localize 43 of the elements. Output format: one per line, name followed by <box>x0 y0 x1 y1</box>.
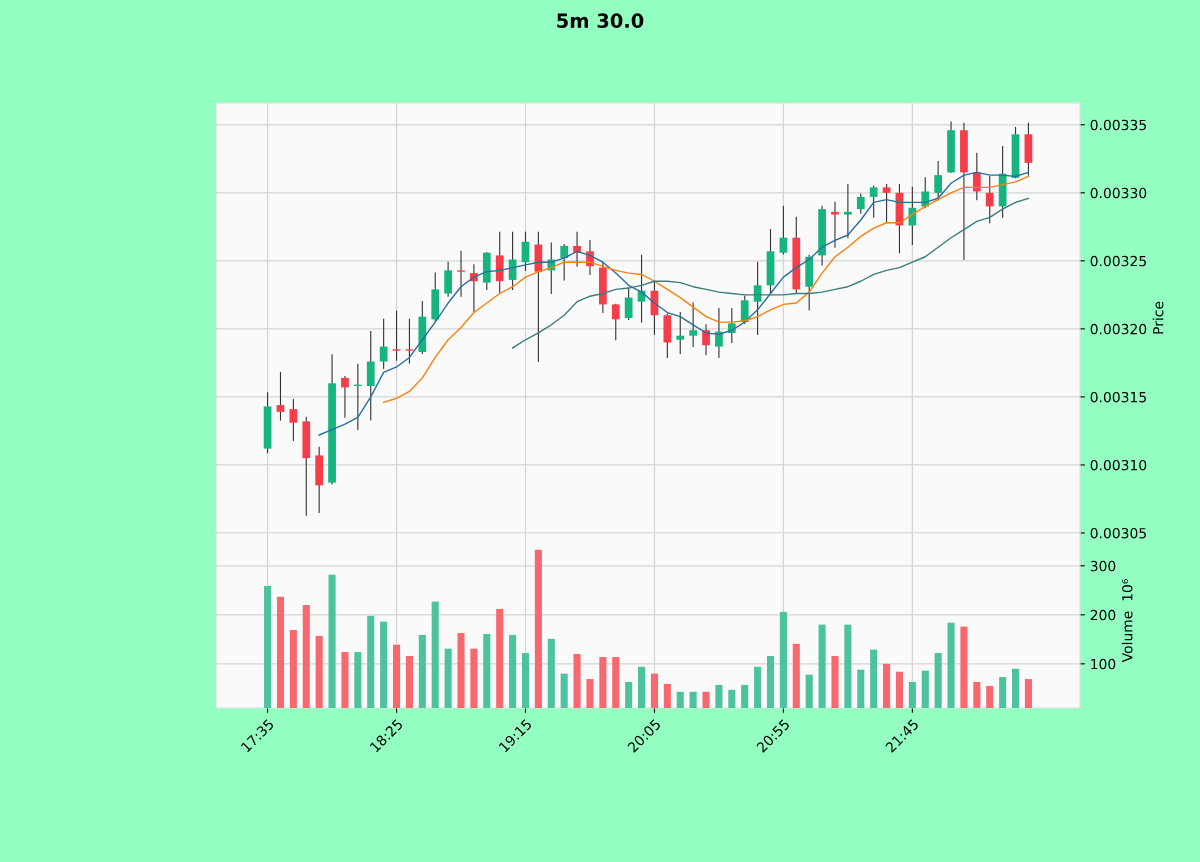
candlestick <box>379 318 388 369</box>
candlestick <box>715 307 723 359</box>
y-tick-label: 300 <box>1090 560 1116 572</box>
chart-title: 5m 30.0 <box>557 13 644 28</box>
candlestick <box>844 184 852 239</box>
candlestick <box>831 201 839 248</box>
candlestick <box>611 303 620 341</box>
candlestick <box>457 250 465 297</box>
candlestick <box>392 310 401 361</box>
y-axis-title: Price <box>1152 301 1164 334</box>
y-tick-label: 0.00315 <box>1090 391 1146 403</box>
candlestick <box>985 175 994 224</box>
candlestick <box>779 205 788 255</box>
candlestick <box>676 311 685 354</box>
candlestick <box>689 302 697 348</box>
candlestick <box>702 324 710 356</box>
candlestick <box>624 287 633 320</box>
candlestick <box>972 152 981 201</box>
candlestick <box>869 185 878 218</box>
candlestick <box>740 295 749 324</box>
y-tick-label: 200 <box>1090 609 1116 621</box>
candlestick <box>882 184 891 224</box>
y-tick-label: 0.00310 <box>1090 459 1147 471</box>
y-tick-label: 0.00325 <box>1090 255 1146 267</box>
y-tick-label: 0.00335 <box>1090 119 1146 131</box>
candlestick <box>727 307 736 344</box>
candlestick <box>341 375 349 418</box>
y-tick-label: 0.00305 <box>1090 527 1146 539</box>
y-tick-label: 100 <box>1091 658 1116 670</box>
line-series <box>511 197 1030 349</box>
candlestick <box>289 399 298 442</box>
candlestick <box>560 243 569 281</box>
candlestick <box>921 177 930 209</box>
candlestick <box>444 261 452 297</box>
candlestick <box>405 318 414 364</box>
y-axis-title: Volume 10⁶ <box>1121 579 1133 663</box>
y-tick-label: 0.00320 <box>1090 323 1147 335</box>
candlestick <box>934 160 943 201</box>
y-tick-label: 0.00330 <box>1090 187 1147 199</box>
candlestick <box>276 371 285 421</box>
candlestick <box>908 186 917 246</box>
candlestick <box>856 193 865 214</box>
line-series <box>318 171 1030 436</box>
